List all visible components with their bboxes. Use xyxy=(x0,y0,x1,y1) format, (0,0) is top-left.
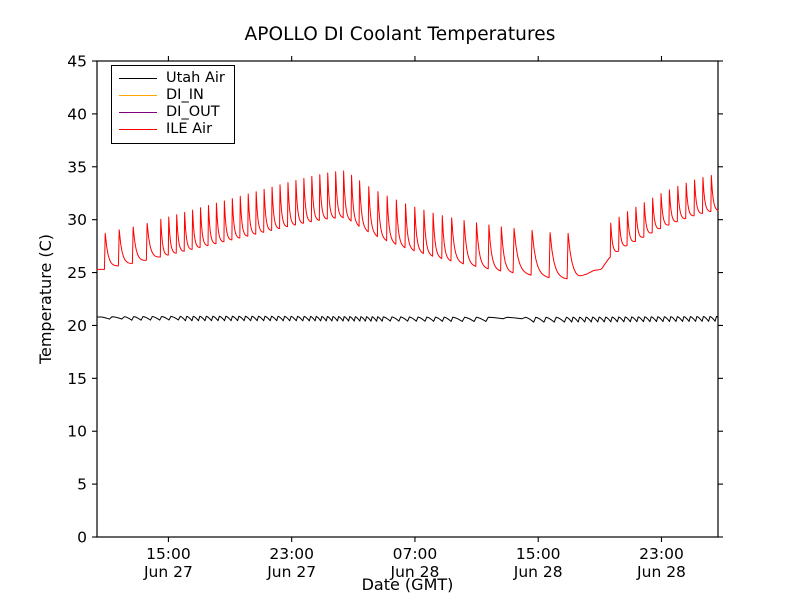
svg-text:Jun 27: Jun 27 xyxy=(143,563,193,581)
legend-swatch-utah-air xyxy=(119,78,157,79)
svg-text:45: 45 xyxy=(67,53,87,71)
svg-text:35: 35 xyxy=(67,158,87,176)
series-line-utah-air xyxy=(96,315,719,323)
legend-label: Utah Air xyxy=(166,70,225,86)
svg-text:0: 0 xyxy=(77,529,87,547)
svg-text:Jun 28: Jun 28 xyxy=(513,563,563,581)
x-axis-label: Date (GMT) xyxy=(361,575,454,594)
legend-item[interactable]: ILE Air xyxy=(119,121,225,138)
legend-label: DI_IN xyxy=(166,87,204,103)
svg-text:23:00: 23:00 xyxy=(639,545,684,563)
svg-text:Jun 28: Jun 28 xyxy=(390,563,440,581)
data-series-group xyxy=(96,170,719,323)
legend-item[interactable]: DI_OUT xyxy=(119,104,225,121)
legend-label: ILE Air xyxy=(166,121,213,137)
legend-swatch-ile-air xyxy=(119,129,157,130)
svg-text:25: 25 xyxy=(67,264,87,282)
legend-item[interactable]: DI_IN xyxy=(119,87,225,104)
svg-text:15: 15 xyxy=(67,370,87,388)
chart-title: APOLLO DI Coolant Temperatures xyxy=(244,24,556,45)
svg-text:Jun 28: Jun 28 xyxy=(636,563,686,581)
svg-text:40: 40 xyxy=(67,105,87,123)
svg-text:07:00: 07:00 xyxy=(393,545,438,563)
legend-swatch-di-out xyxy=(119,112,157,113)
series-line-ile-air xyxy=(96,170,719,280)
svg-text:20: 20 xyxy=(67,317,87,335)
legend-item[interactable]: Utah Air xyxy=(119,70,225,87)
legend-label: DI_OUT xyxy=(166,104,220,120)
y-axis-label: Temperature (C) xyxy=(36,233,55,365)
svg-text:15:00: 15:00 xyxy=(516,545,561,563)
svg-text:5: 5 xyxy=(77,476,87,494)
svg-text:10: 10 xyxy=(67,423,87,441)
svg-text:15:00: 15:00 xyxy=(146,545,191,563)
chart-legend: Utah Air DI_IN DI_OUT ILE Air xyxy=(111,65,235,144)
y-axis-ticks: 0 5 10 15 20 25 30 35 40 45 xyxy=(67,53,723,547)
svg-text:23:00: 23:00 xyxy=(269,545,314,563)
svg-text:30: 30 xyxy=(67,211,87,229)
legend-swatch-di-in xyxy=(119,95,157,96)
svg-text:Jun 27: Jun 27 xyxy=(266,563,316,581)
